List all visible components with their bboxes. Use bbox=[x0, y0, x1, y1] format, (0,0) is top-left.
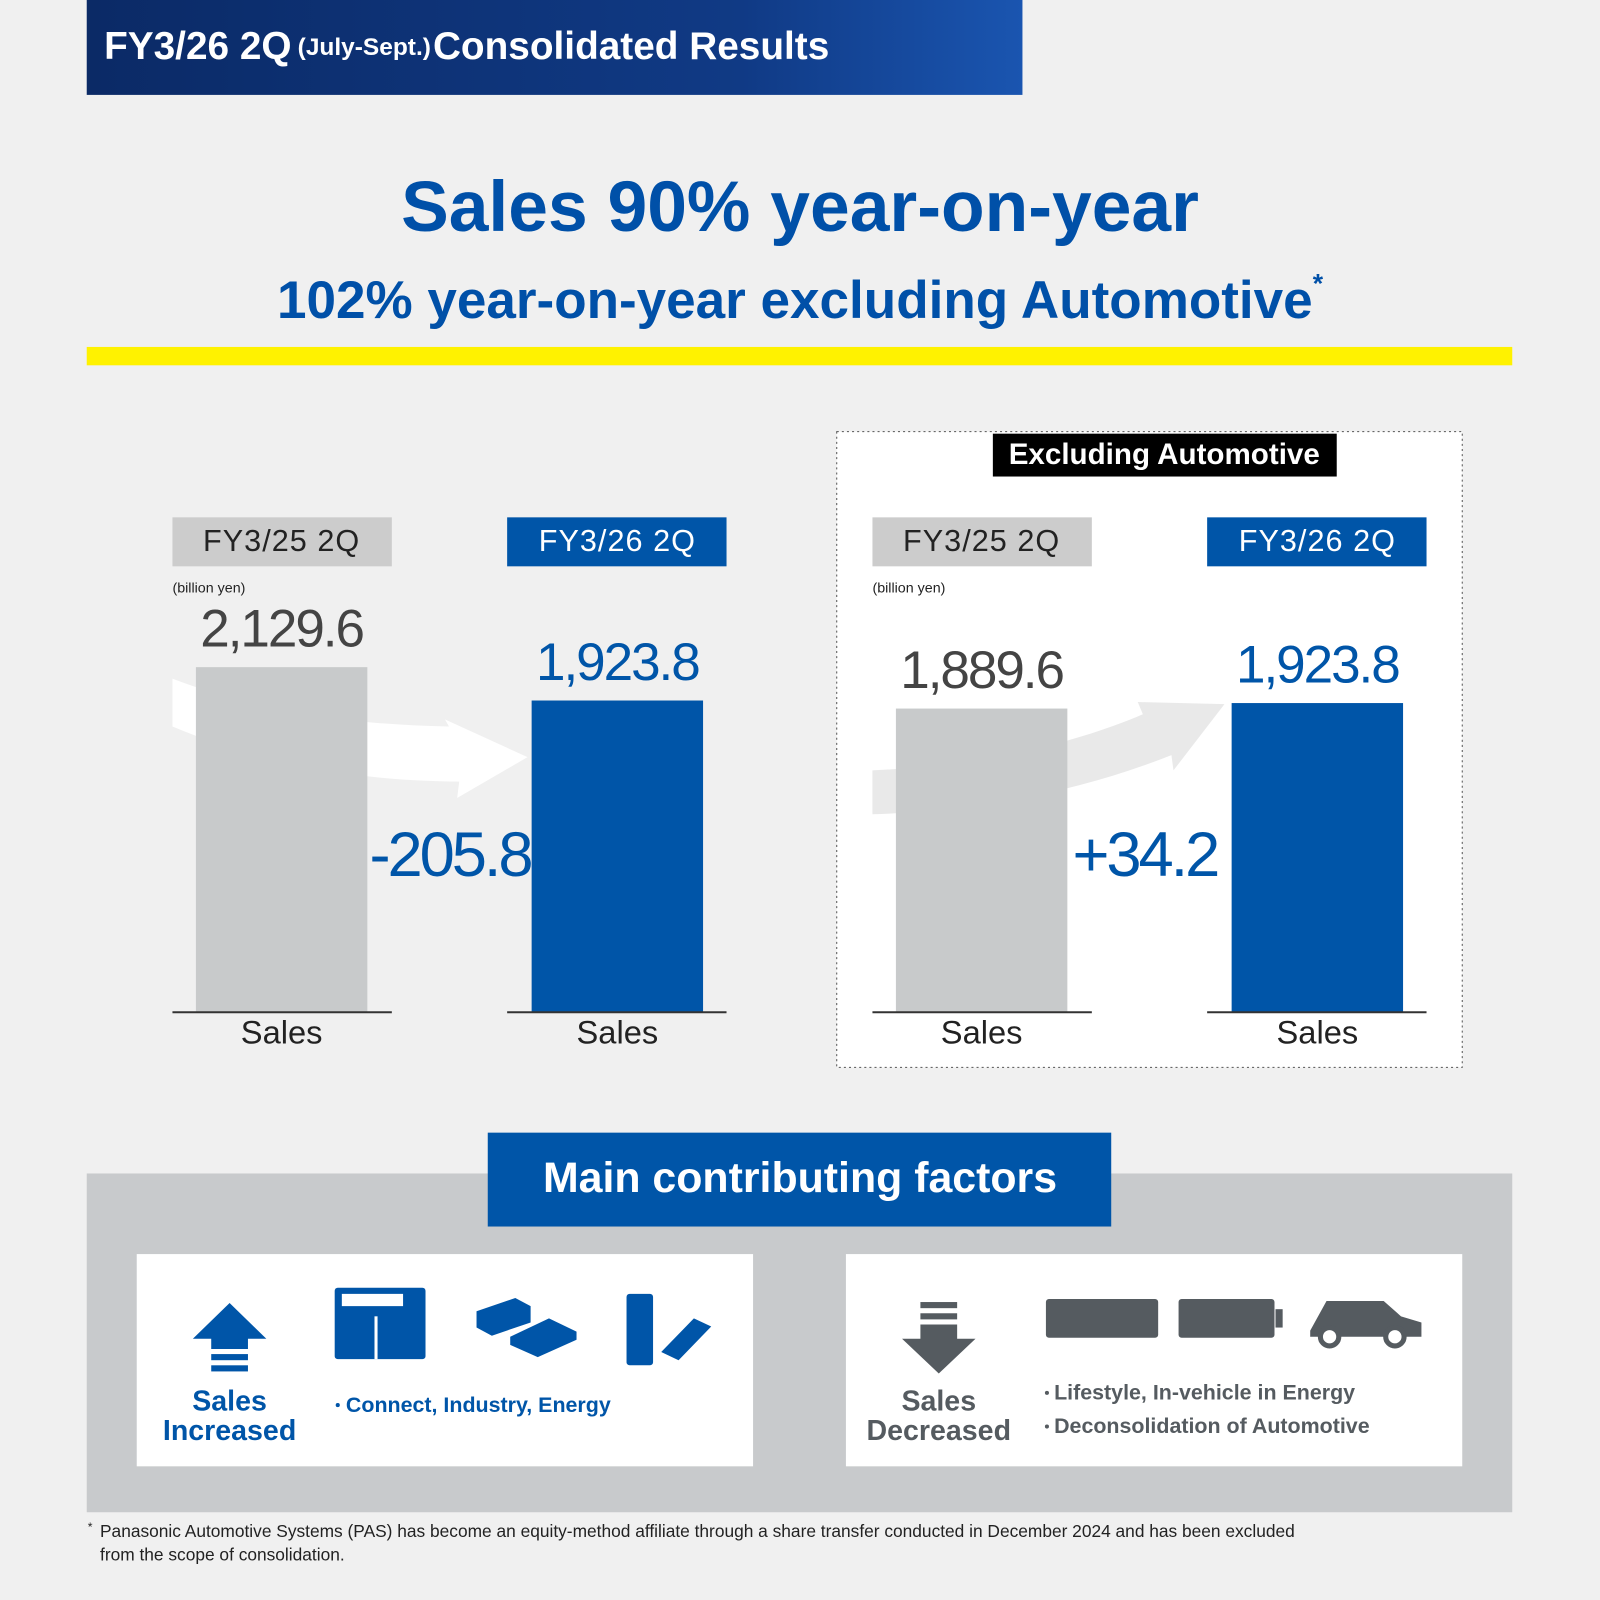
value-label: 1,923.8 bbox=[1236, 635, 1399, 694]
value-label: 1,923.8 bbox=[536, 633, 699, 692]
increased-label: Sales bbox=[192, 1386, 267, 1418]
value-label: 1,889.6 bbox=[900, 641, 1063, 700]
bullet bbox=[335, 1403, 340, 1408]
factor-item: Deconsolidation of Automotive bbox=[1054, 1414, 1370, 1438]
chart-title: Excluding Automotive bbox=[1009, 438, 1320, 471]
category-box bbox=[872, 517, 1092, 567]
category-label: FY3/25 2Q bbox=[903, 524, 1060, 558]
up-arrow-icon bbox=[192, 1303, 267, 1372]
increased-label: Increased bbox=[163, 1415, 296, 1447]
bar bbox=[895, 708, 1068, 1013]
headline: Sales 90% year-on-year bbox=[401, 167, 1199, 247]
highlight-bar bbox=[86, 346, 1513, 366]
bar bbox=[531, 700, 704, 1013]
asterisk: * bbox=[1313, 269, 1324, 299]
axis-label: Sales bbox=[241, 1013, 323, 1050]
change-label: -205.8 bbox=[370, 820, 532, 890]
bullet bbox=[1044, 1424, 1049, 1429]
category-label: FY3/26 2Q bbox=[1239, 524, 1396, 558]
header-title: FY3/26 2Q (July-Sept.)Consolidated Result… bbox=[104, 25, 829, 68]
factors-title-box bbox=[487, 1132, 1112, 1227]
bar bbox=[195, 667, 368, 1013]
subheadline: 102% year-on-year excluding Automotive* bbox=[277, 269, 1324, 330]
category-box bbox=[507, 517, 727, 567]
decrease-icons bbox=[1045, 1298, 1422, 1349]
category-label: FY3/26 2Q bbox=[539, 524, 696, 558]
subheadline-text: 102% year-on-year excluding Automotive bbox=[277, 271, 1313, 330]
factor-item: Connect, Industry, Energy bbox=[346, 1393, 611, 1417]
product-icons bbox=[334, 1287, 712, 1366]
category-box bbox=[1207, 517, 1427, 567]
footnote-line: from the scope of consolidation. bbox=[100, 1545, 345, 1565]
decreased-label: Sales bbox=[901, 1386, 976, 1418]
header-rest: Consolidated Results bbox=[433, 25, 829, 68]
factor-item: Lifestyle, In-vehicle in Energy bbox=[1054, 1381, 1355, 1405]
header-period: (July-Sept.) bbox=[298, 34, 431, 61]
axis-label: Sales bbox=[1277, 1013, 1359, 1050]
decreased-label: Decreased bbox=[867, 1415, 1012, 1447]
bar bbox=[1231, 703, 1404, 1013]
header-main: FY3/26 2Q bbox=[104, 25, 291, 68]
axis-label: Sales bbox=[941, 1013, 1023, 1050]
change-label: +34.2 bbox=[1073, 820, 1218, 890]
unit-label: (billion yen) bbox=[172, 581, 245, 597]
category-box bbox=[172, 517, 392, 567]
bullet bbox=[1044, 1390, 1049, 1395]
footnote-line: Panasonic Automotive Systems (PAS) has b… bbox=[100, 1521, 1295, 1541]
factors-title: Main contributing factors bbox=[543, 1154, 1057, 1202]
unit-label: (billion yen) bbox=[872, 581, 945, 597]
footnote-marker: * bbox=[88, 1520, 93, 1534]
category-label: FY3/25 2Q bbox=[203, 524, 360, 558]
header-band bbox=[86, 0, 1023, 95]
down-arrow-icon bbox=[902, 1302, 976, 1374]
chart-title-box bbox=[992, 433, 1337, 477]
axis-label: Sales bbox=[577, 1013, 659, 1050]
value-label: 2,129.6 bbox=[200, 599, 363, 658]
